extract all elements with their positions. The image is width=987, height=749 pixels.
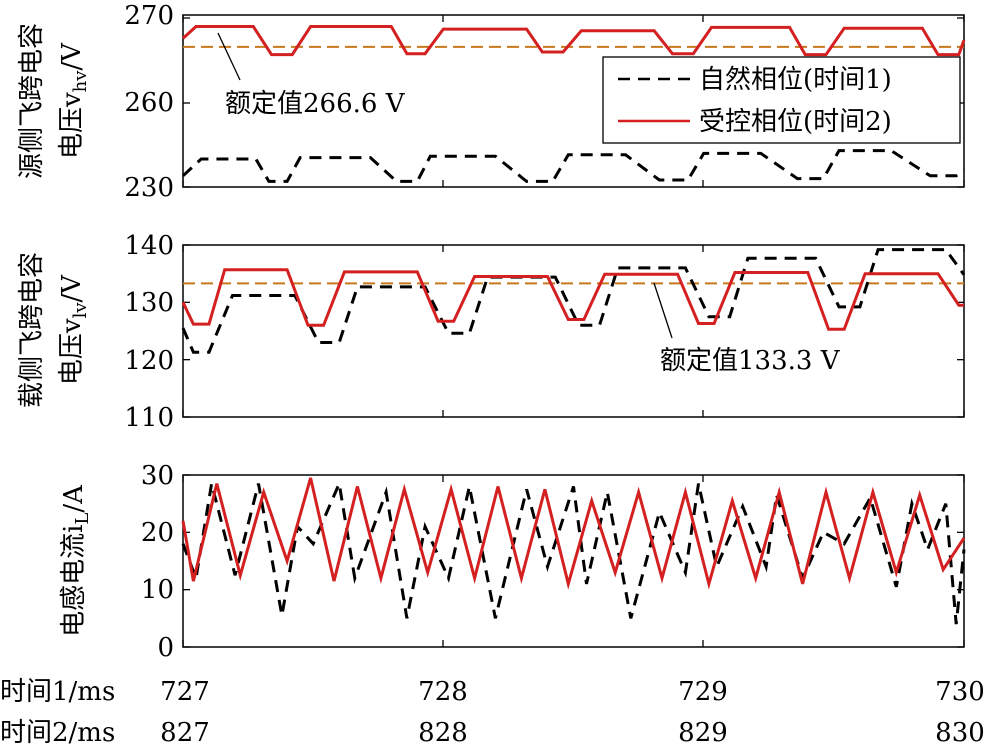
- legend-label-natural: 自然相位(时间1): [699, 65, 892, 95]
- top-ylabel-line2: 电压vhv/V: [57, 42, 91, 159]
- series-controlled-phase-line: [181, 25, 966, 57]
- top-ytick-230: 230: [124, 173, 174, 203]
- x-label-time2: 时间2/ms: [0, 718, 115, 748]
- mid-ytick-120: 120: [124, 346, 174, 376]
- top-ytick-270: 270: [124, 1, 174, 31]
- legend-label-controlled: 受控相位(时间2): [699, 107, 892, 137]
- series-controlled-phase-line: [181, 477, 966, 590]
- bot-ytick-30: 30: [141, 461, 174, 491]
- panel-bottom: 30 20 10 0 电感电流iL/A: [59, 461, 966, 663]
- x-tick-time1-730: 730: [935, 677, 985, 707]
- top-ytick-260: 260: [124, 88, 174, 118]
- top-annotation-pointer: [217, 32, 241, 81]
- x-tick-time2-829: 829: [678, 718, 728, 748]
- panel-top-frame: [182, 14, 965, 188]
- mid-ytick-140: 140: [124, 231, 174, 261]
- mid-ytick-130: 130: [124, 288, 174, 318]
- panel-middle-frame: [182, 244, 965, 418]
- top-ylabel-line1: 源侧飞跨电容: [17, 23, 47, 179]
- x-tick-time1-729: 729: [678, 677, 728, 707]
- top-annotation-label: 额定值266.6 V: [225, 89, 406, 119]
- series-natural-phase-line: [181, 149, 965, 183]
- bot-ytick-10: 10: [141, 575, 174, 605]
- x-tick-time2-828: 828: [418, 718, 468, 748]
- x-tick-time1-728: 728: [418, 677, 468, 707]
- bot-ytick-0: 0: [157, 633, 174, 663]
- panel-top: 270 260 230 源侧飞跨电容 电压vhv/V 额定值266.6 V 自然…: [17, 1, 966, 203]
- legend: 自然相位(时间1) 受控相位(时间2): [602, 56, 961, 144]
- x-label-time1: 时间1/ms: [0, 677, 115, 707]
- mid-ytick-110: 110: [124, 403, 174, 433]
- panel-middle: 140 130 120 110 载侧飞跨电容 电压vlv/V 额定值133.3 …: [17, 231, 966, 433]
- x-axis: 时间1/ms 时间2/ms 727 728 729 730 827 828 82…: [0, 677, 985, 748]
- mid-annotation-label: 额定值133.3 V: [660, 346, 841, 376]
- mid-annotation-pointer: [653, 282, 673, 339]
- mid-ylabel-line2: 电压vlv/V: [57, 274, 91, 385]
- mid-ylabel-line1: 载侧飞跨电容: [17, 252, 47, 408]
- x-tick-time1-727: 727: [160, 677, 210, 707]
- bot-ytick-20: 20: [141, 518, 174, 548]
- x-tick-time2-830: 830: [935, 718, 985, 748]
- series-natural-phase-line: [181, 478, 966, 625]
- x-tick-time2-827: 827: [160, 718, 210, 748]
- legend-box: [602, 56, 961, 144]
- bot-ylabel: 电感电流iL/A: [59, 484, 93, 637]
- series-natural-phase-line: [181, 248, 966, 354]
- series-controlled-phase-line: [181, 268, 964, 331]
- panel-bottom-frame: [182, 474, 965, 648]
